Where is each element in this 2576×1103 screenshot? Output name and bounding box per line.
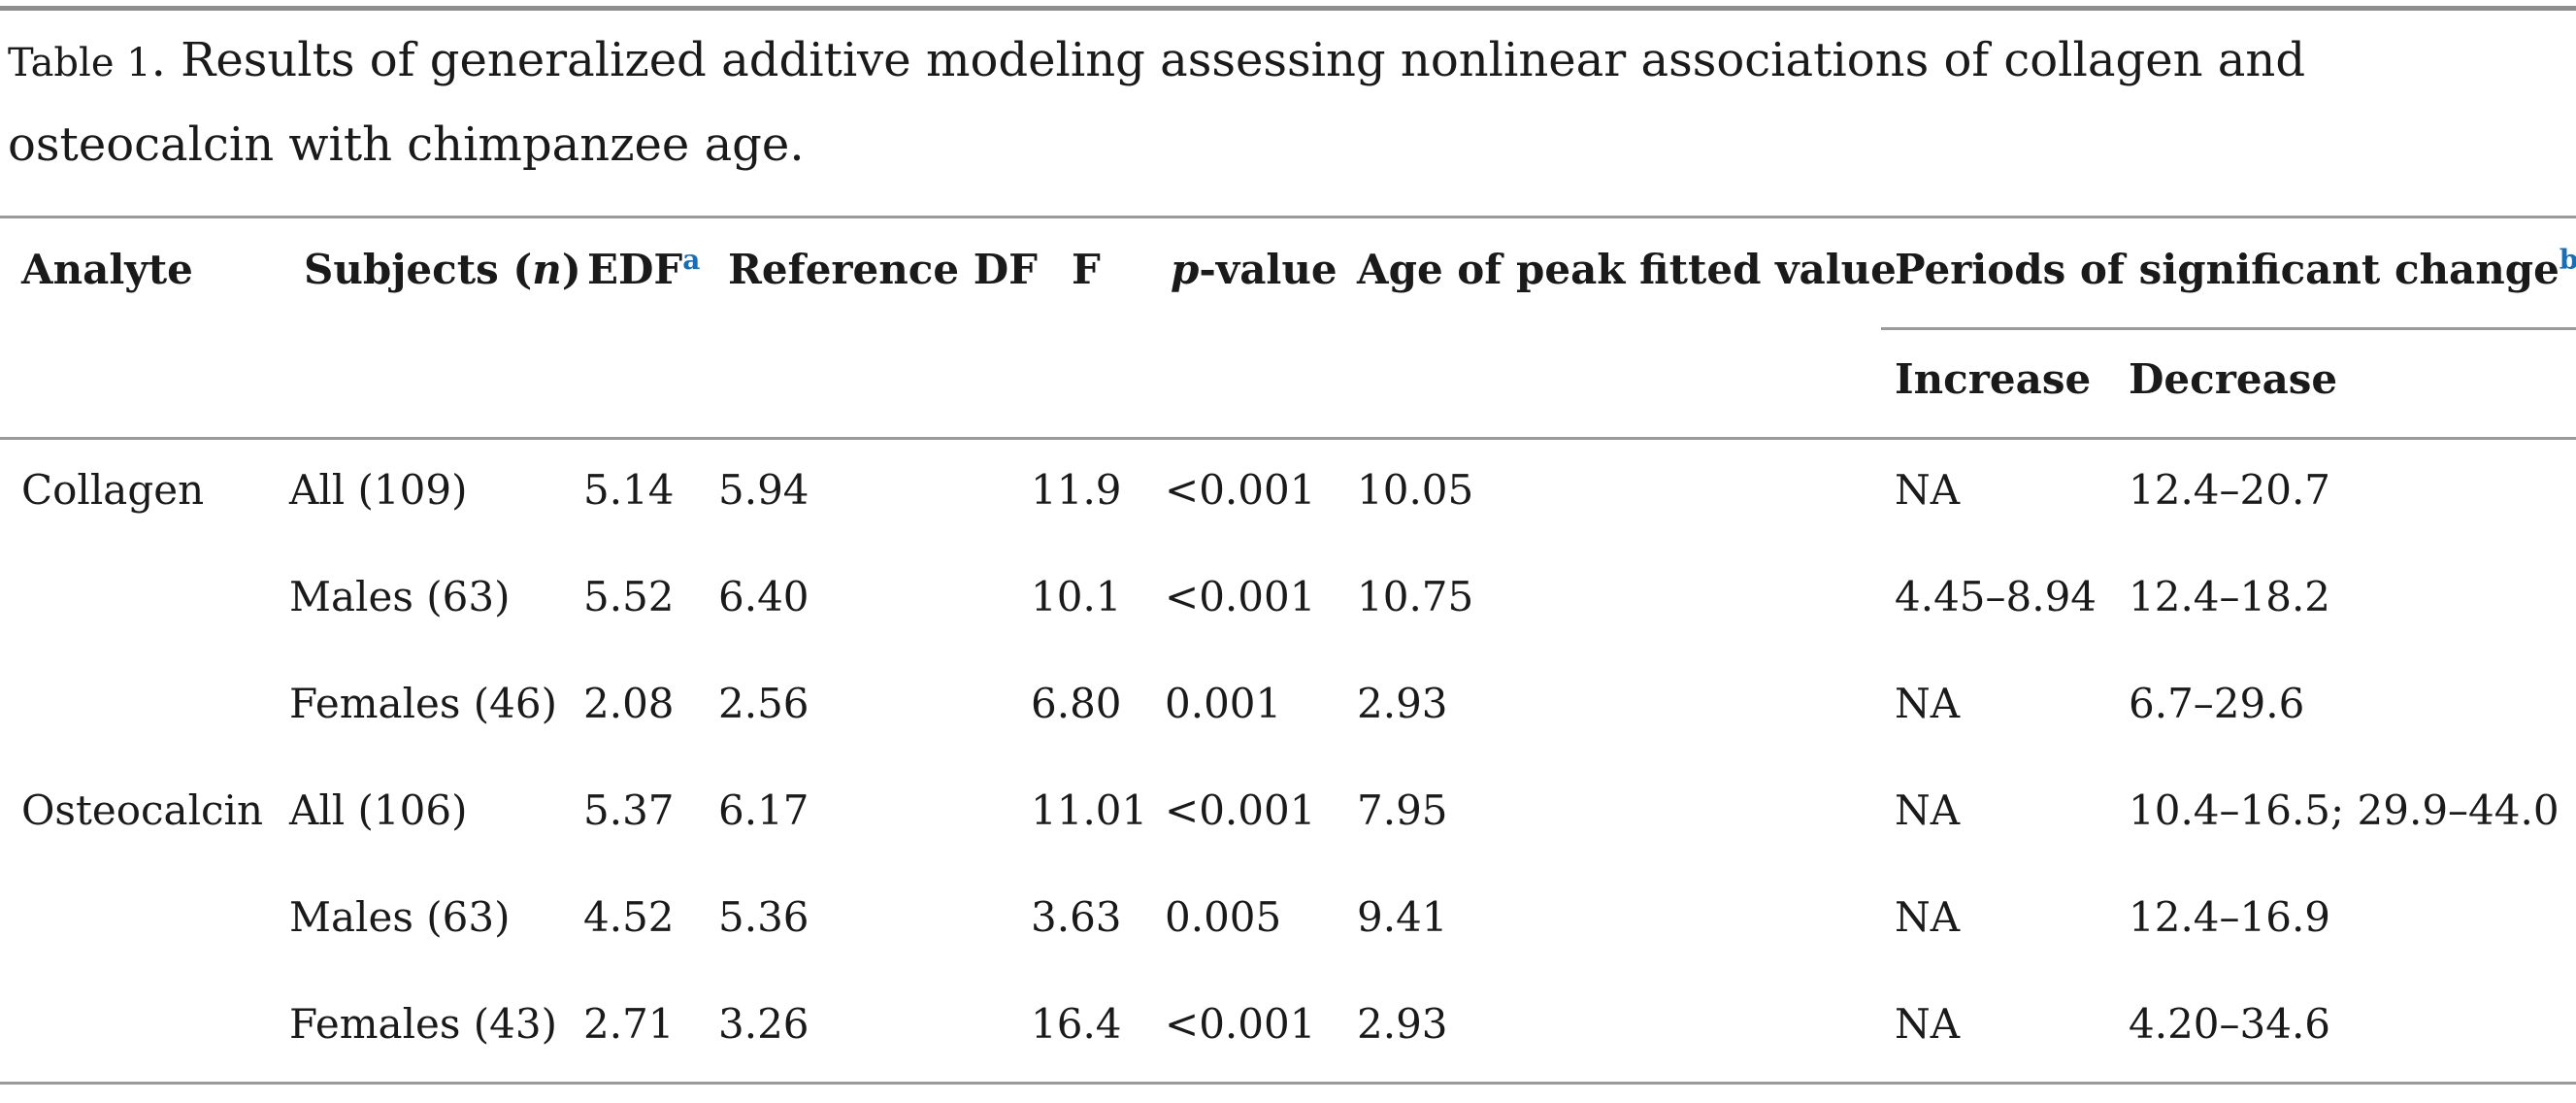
header-periods: Periods of significant changeb (1895, 246, 2576, 294)
cell-reference-df: 3.26 (718, 1000, 809, 1048)
cell-peak-age: 2.93 (1357, 1000, 1448, 1048)
top-rule (0, 6, 2576, 11)
cell-decrease: 12.4–20.7 (2129, 466, 2331, 514)
header-f: F (1072, 246, 1101, 293)
cell-analyte: Osteocalcin (21, 786, 264, 834)
cell-increase: NA (1895, 893, 1961, 941)
table-caption: Table 1. Results of generalized additive… (8, 19, 2551, 185)
cell-f: 16.4 (1031, 1000, 1122, 1048)
cell-analyte: Collagen (21, 466, 205, 514)
cell-edf: 5.37 (583, 786, 675, 834)
cell-p-value: 0.005 (1165, 893, 1282, 941)
cell-p-value: <0.001 (1165, 573, 1316, 620)
cell-p-value: 0.001 (1165, 680, 1282, 727)
cell-decrease: 12.4–18.2 (2129, 573, 2331, 620)
cell-reference-df: 6.40 (718, 573, 809, 620)
cell-increase: NA (1895, 466, 1961, 514)
table-top-rule (0, 216, 2576, 218)
cell-f: 11.01 (1031, 786, 1148, 834)
cell-p-value: <0.001 (1165, 786, 1316, 834)
cell-increase: NA (1895, 1000, 1961, 1048)
footnote-b-marker: b (2559, 244, 2576, 276)
header-decrease: Decrease (2129, 355, 2338, 403)
cell-reference-df: 2.56 (718, 680, 809, 727)
cell-f: 6.80 (1031, 680, 1122, 727)
header-p-value: p-value (1171, 246, 1338, 293)
cell-reference-df: 6.17 (718, 786, 809, 834)
cell-peak-age: 9.41 (1357, 893, 1448, 941)
cell-f: 10.1 (1031, 573, 1122, 620)
header-subjects: Subjects (n) (304, 246, 581, 293)
periods-subheader-rule (1881, 327, 2576, 330)
caption-text: . Results of generalized additive modeli… (8, 33, 2306, 172)
cell-edf: 5.14 (583, 466, 675, 514)
header-analyte: Analyte (21, 246, 193, 293)
header-bottom-rule (0, 437, 2576, 440)
cell-f: 11.9 (1031, 466, 1122, 514)
header-increase: Increase (1895, 355, 2092, 403)
cell-decrease: 4.20–34.6 (2129, 1000, 2331, 1048)
cell-increase: NA (1895, 680, 1961, 727)
table-label: Table 1 (8, 41, 151, 85)
header-edf: EDFa (587, 244, 701, 293)
footnote-a-marker: a (682, 244, 701, 276)
cell-subjects: All (109) (289, 466, 468, 514)
cell-subjects: Males (63) (289, 893, 511, 941)
cell-reference-df: 5.94 (718, 466, 809, 514)
cell-p-value: <0.001 (1165, 1000, 1316, 1048)
cell-edf: 2.08 (583, 680, 675, 727)
cell-p-value: <0.001 (1165, 466, 1316, 514)
cell-decrease: 10.4–16.5; 29.9–44.0 (2129, 786, 2559, 834)
cell-edf: 4.52 (583, 893, 675, 941)
cell-reference-df: 5.36 (718, 893, 809, 941)
cell-subjects: Females (43) (289, 1000, 557, 1048)
cell-peak-age: 10.75 (1357, 573, 1474, 620)
cell-f: 3.63 (1031, 893, 1122, 941)
cell-decrease: 6.7–29.6 (2129, 680, 2305, 727)
cell-peak-age: 7.95 (1357, 786, 1448, 834)
cell-increase: 4.45–8.94 (1895, 573, 2097, 620)
table-bottom-rule (0, 1082, 2576, 1085)
cell-decrease: 12.4–16.9 (2129, 893, 2331, 941)
cell-edf: 2.71 (583, 1000, 675, 1048)
cell-subjects: Females (46) (289, 680, 557, 727)
cell-subjects: All (106) (289, 786, 468, 834)
cell-peak-age: 2.93 (1357, 680, 1448, 727)
header-reference-df: Reference DF (728, 246, 1038, 293)
cell-increase: NA (1895, 786, 1961, 834)
header-peak-age: Age of peak fitted value (1357, 246, 1897, 293)
cell-subjects: Males (63) (289, 573, 511, 620)
cell-peak-age: 10.05 (1357, 466, 1474, 514)
cell-edf: 5.52 (583, 573, 675, 620)
